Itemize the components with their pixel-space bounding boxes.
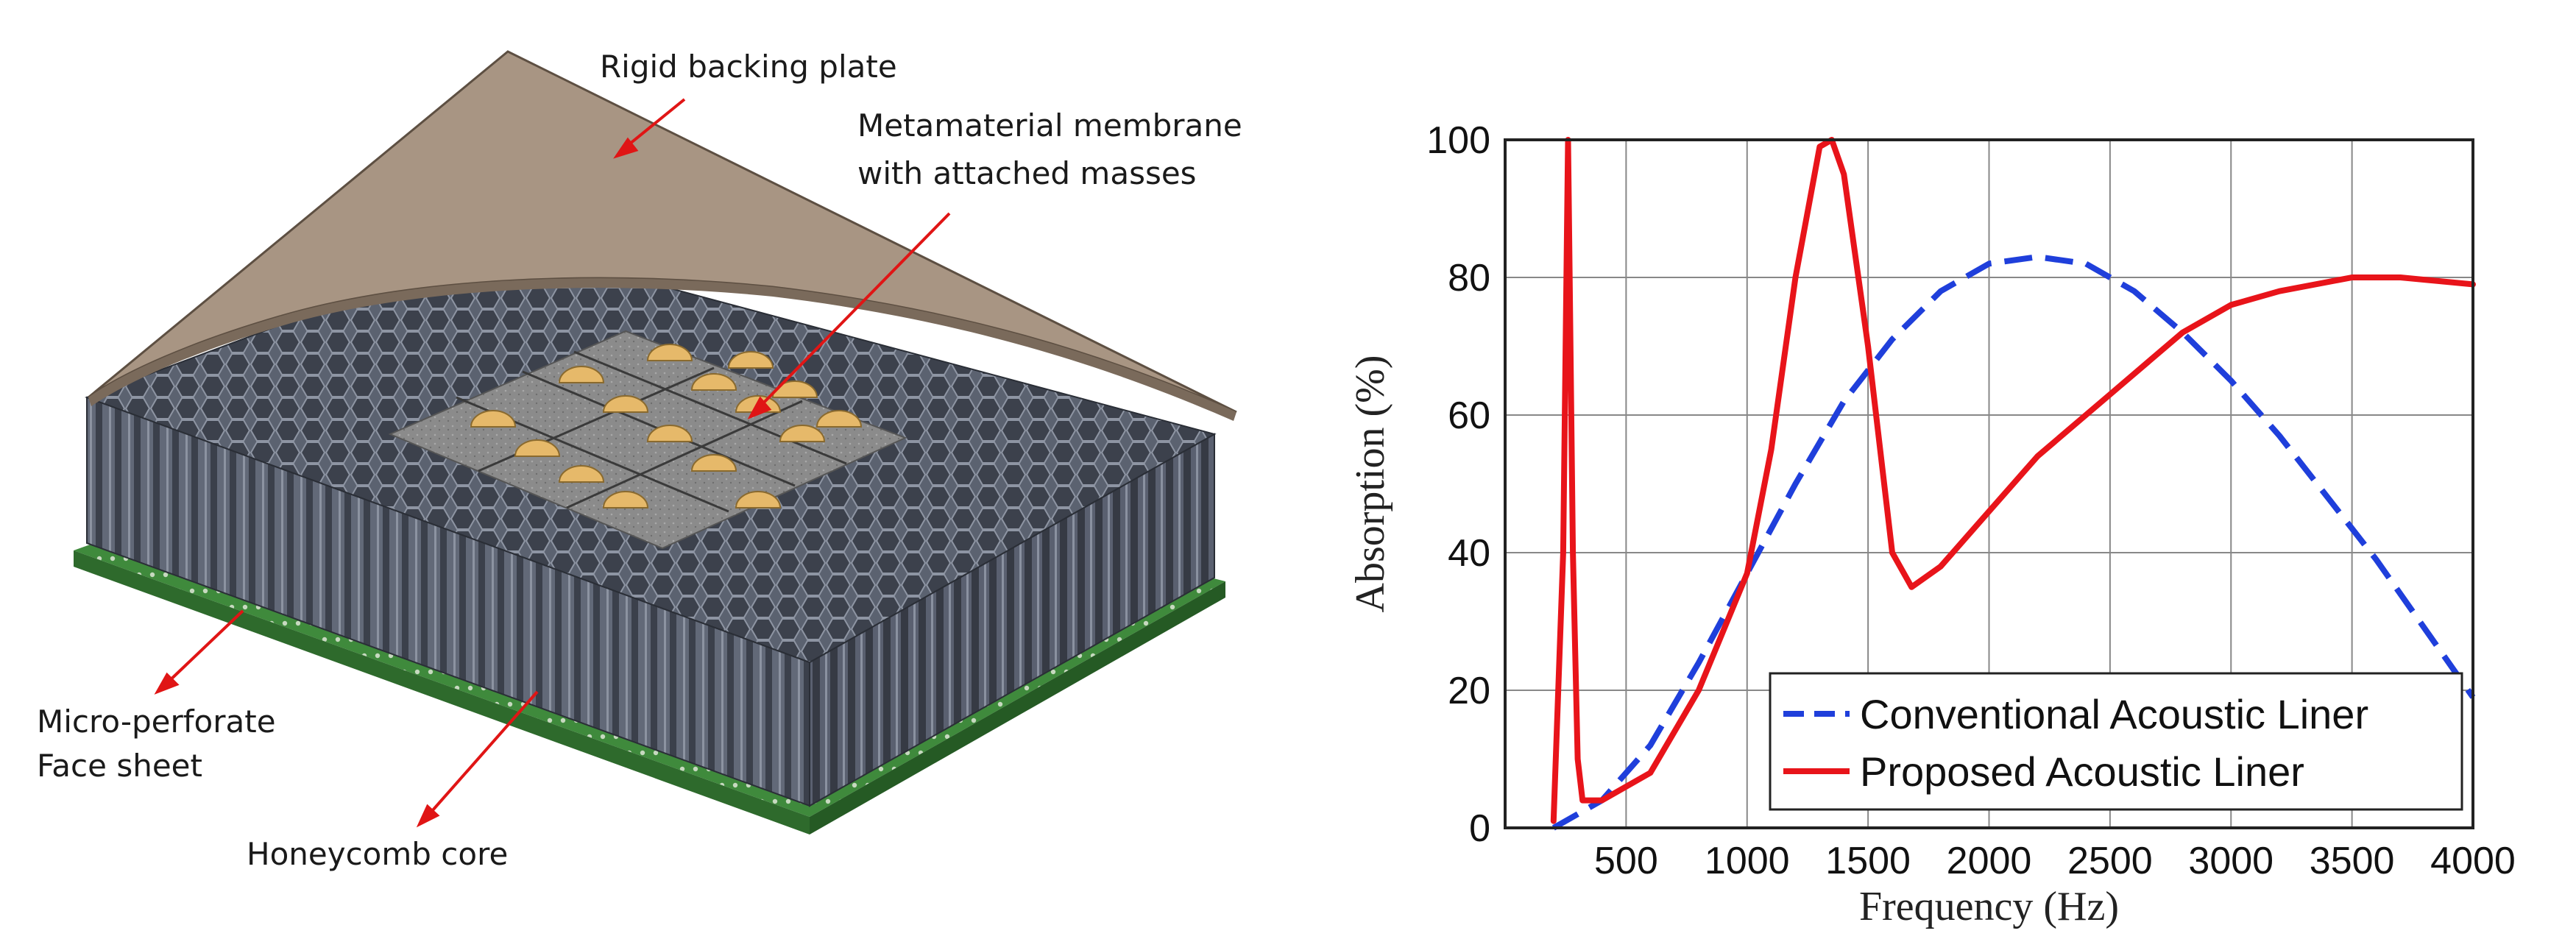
x-tick-label: 1500 bbox=[1825, 840, 1911, 882]
x-tick-label: 4000 bbox=[2430, 840, 2516, 882]
y-tick-label: 100 bbox=[1426, 119, 1490, 162]
x-axis-label: Frequency (Hz) bbox=[1859, 884, 2119, 929]
y-tick-label: 80 bbox=[1448, 257, 1490, 300]
x-tick-label: 3500 bbox=[2310, 840, 2395, 882]
label-face-sheet-line2: Face sheet bbox=[37, 748, 202, 784]
x-tick-label: 3000 bbox=[2188, 840, 2274, 882]
absorption-chart: 500 1000 1500 2000 2500 3000 3500 4000 0 20 40 60 80… bbox=[1348, 119, 2516, 929]
plot-frame bbox=[1504, 138, 2474, 829]
callout-arrows bbox=[154, 98, 951, 828]
y-tick-label: 0 bbox=[1469, 807, 1490, 850]
chart-ticks: 500 1000 1500 2000 2500 3000 3500 4000 0 20 40 60 80… bbox=[1426, 119, 2516, 882]
metamaterial-membrane bbox=[388, 330, 907, 550]
chart-series bbox=[1550, 137, 2476, 831]
acoustic-liner-diagram: Rigid backing plate Metamaterial membran… bbox=[37, 49, 1242, 872]
backing-plate bbox=[88, 50, 1237, 421]
label-face-sheet-line1: Micro-perforate bbox=[37, 704, 276, 740]
x-tick-label: 1000 bbox=[1705, 840, 1790, 882]
attached-masses bbox=[470, 344, 863, 509]
label-honeycomb: Honeycomb core bbox=[247, 836, 508, 872]
legend-label: Proposed Acoustic Liner bbox=[1860, 748, 2304, 795]
label-backing-plate: Rigid backing plate bbox=[600, 49, 897, 85]
x-tick-label: 2500 bbox=[2067, 840, 2153, 882]
chart-legend: Conventional Acoustic Liner Proposed Acou… bbox=[1769, 672, 2463, 811]
y-axis-label: Absorption (%) bbox=[1348, 355, 1393, 613]
y-tick-label: 20 bbox=[1448, 670, 1490, 712]
series-line-conventional bbox=[1551, 254, 2476, 831]
x-tick-label: 500 bbox=[1594, 840, 1658, 882]
label-membrane-line1: Metamaterial membrane bbox=[857, 107, 1242, 143]
label-membrane-line2: with attached masses bbox=[857, 155, 1197, 191]
legend-box bbox=[1769, 672, 2463, 811]
x-tick-label: 2000 bbox=[1947, 840, 2032, 882]
series-line-proposed bbox=[1550, 137, 2476, 824]
y-tick-label: 60 bbox=[1448, 394, 1490, 437]
y-tick-label: 40 bbox=[1448, 532, 1490, 575]
legend-label: Conventional Acoustic Liner bbox=[1860, 691, 2368, 737]
